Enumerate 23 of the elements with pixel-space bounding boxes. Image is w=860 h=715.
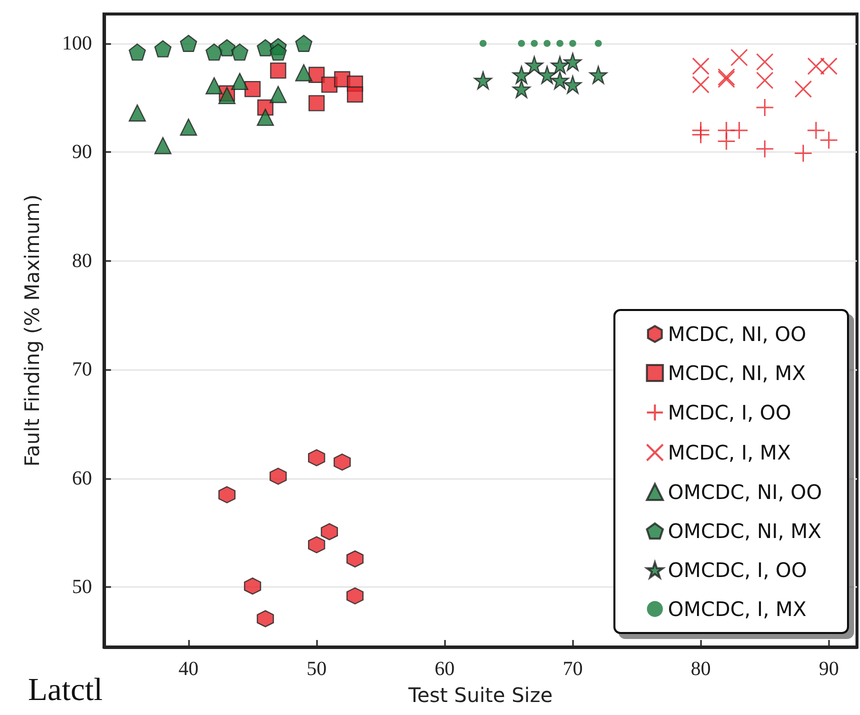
- x-axis-title: Test Suite Size: [407, 683, 553, 707]
- legend-label: MCDC, I, MX: [668, 440, 792, 464]
- x-tick-label: 70: [562, 658, 583, 680]
- y-tick-label: 90: [72, 141, 92, 164]
- legend-label: MCDC, NI, MX: [668, 361, 806, 385]
- legend-label: OMCDC, NI, MX: [668, 519, 822, 543]
- legend-label: OMCDC, I, MX: [668, 597, 807, 621]
- x-tick-label: 50: [306, 658, 327, 680]
- y-tick-label: 50: [72, 576, 92, 598]
- y-tick-label: 80: [72, 250, 92, 272]
- text: Latctl: [28, 671, 103, 707]
- y-tick-label: 60: [72, 467, 92, 490]
- legend-label: OMCDC, NI, OO: [668, 480, 822, 504]
- legend-label: OMCDC, I, OO: [668, 558, 808, 582]
- x-tick-label: 90: [818, 658, 839, 680]
- x-tick-label: 60: [434, 658, 455, 680]
- legend-label: MCDC, I, OO: [668, 400, 792, 424]
- x-tick-label: 40: [178, 658, 199, 680]
- y-tick-label: 70: [72, 358, 92, 381]
- y-axis-title: Fault Finding (% Maximum): [20, 194, 44, 467]
- y-tick-label: 100: [62, 32, 92, 54]
- legend-label: MCDC, NI, OO: [668, 322, 806, 346]
- x-tick-label: 80: [690, 658, 711, 680]
